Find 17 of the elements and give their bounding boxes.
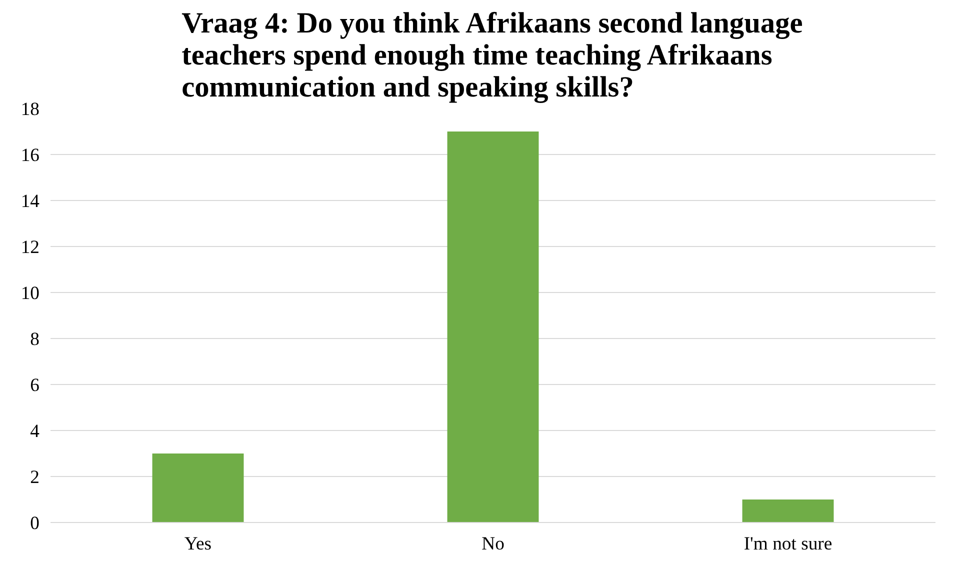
- x-tick-label: I'm not sure: [744, 534, 832, 554]
- y-tick-label: 4: [30, 421, 40, 442]
- bar: [152, 454, 244, 522]
- bar: [447, 132, 539, 522]
- chart-title: Vraag 4: Do you think Afrikaans second language teachers spend enough time teaching Afrikaans communication and speaking skills?: [182, 8, 803, 104]
- y-tick-label: 6: [30, 375, 40, 396]
- y-tick-label: 14: [20, 191, 40, 212]
- y-tick-label: 0: [30, 513, 40, 534]
- y-tick-label: 10: [20, 283, 40, 304]
- y-tick-label: 8: [30, 329, 40, 350]
- y-tick-label: 16: [20, 145, 40, 166]
- y-tick-label: 12: [20, 237, 40, 258]
- y-tick-label: 2: [30, 467, 40, 488]
- bar: [742, 500, 834, 522]
- x-tick-label: No: [482, 534, 504, 554]
- y-tick-label: 18: [20, 99, 40, 120]
- x-tick-label: Yes: [184, 534, 212, 554]
